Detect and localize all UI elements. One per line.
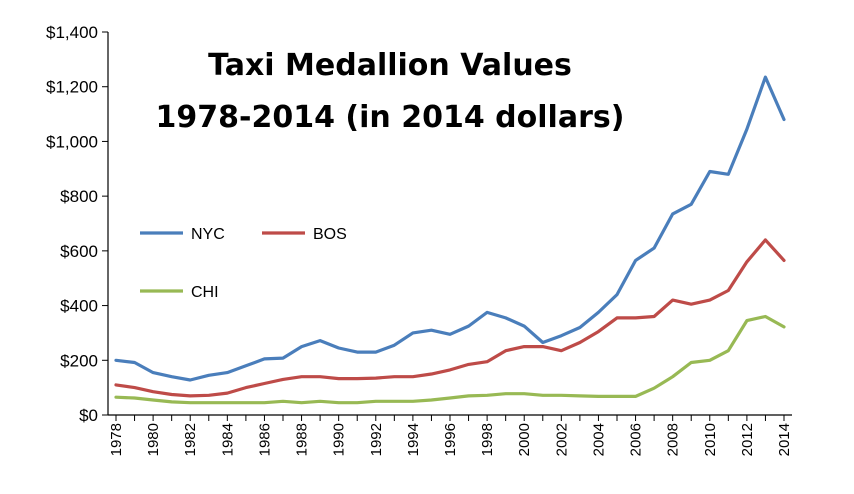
legend: NYC BOS CHI [140, 226, 347, 301]
plot-axes [107, 32, 792, 416]
series-lines [114, 75, 786, 405]
y-tick-label: $600 [60, 242, 98, 261]
x-tick-label: 1996 [442, 423, 459, 456]
x-tick-label: 2012 [739, 423, 756, 456]
y-axis: $0 $200 $400 $600 $800 $1,000 $1,200 $1,400 [46, 23, 108, 425]
y-tick-label: $1,200 [46, 78, 98, 97]
x-tick-label: 1990 [331, 423, 348, 456]
chart-title-line-1: Taxi Medallion Values [208, 48, 572, 83]
x-tick-label: 2004 [590, 423, 607, 456]
x-tick-label: 1992 [368, 423, 385, 456]
x-tick-label: 1980 [145, 423, 162, 456]
x-tick-label: 1988 [294, 423, 311, 456]
x-tick-label: 2002 [553, 423, 570, 456]
legend-label-nyc: NYC [191, 226, 225, 243]
y-tick-label: $200 [60, 351, 98, 370]
x-tick-label: 1998 [479, 423, 496, 456]
series-line-chi [114, 314, 786, 405]
y-tick-label: $0 [79, 406, 98, 425]
y-tick-label: $1,000 [46, 132, 98, 151]
x-tick-label: 2006 [628, 423, 645, 456]
chart-title-line-2: 1978-2014 (in 2014 dollars) [155, 100, 625, 135]
legend-label-bos: BOS [313, 226, 347, 243]
x-axis: 1978 1980 1982 1984 1986 1988 1990 1992 1994 1996… [108, 415, 793, 456]
series-line-bos [114, 238, 786, 398]
x-tick-label: 2014 [776, 423, 793, 456]
y-tick-label: $400 [60, 297, 98, 316]
x-tick-label: 2000 [516, 423, 533, 456]
x-tick-label: 1978 [108, 423, 125, 456]
y-tick-label: $1,400 [46, 23, 98, 42]
x-tick-label: 1982 [182, 423, 199, 456]
legend-label-chi: CHI [191, 284, 219, 301]
y-tick-label: $800 [60, 187, 98, 206]
series-line-nyc [114, 75, 786, 382]
x-tick-label: 1994 [405, 423, 422, 456]
x-tick-label: 1986 [256, 423, 273, 456]
x-tick-label: 2010 [702, 423, 719, 456]
x-tick-label: 1984 [219, 423, 236, 456]
x-tick-label: 2008 [665, 423, 682, 456]
